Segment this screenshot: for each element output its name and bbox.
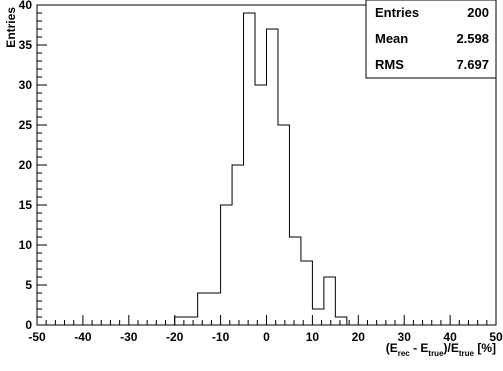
histogram-bin (232, 165, 243, 325)
stats-frame (365, 0, 497, 79)
x-tick-label: 30 (398, 330, 412, 344)
histogram-bin (301, 261, 312, 325)
y-tick-label: 5 (25, 278, 32, 292)
y-tick-label: 25 (19, 118, 33, 132)
histogram-bin (289, 237, 300, 325)
histogram-bin (335, 317, 346, 325)
histogram-bin (255, 85, 266, 325)
histogram-bin (312, 309, 323, 325)
histogram-bin (244, 13, 255, 325)
histogram-bin (198, 293, 209, 325)
x-tick-label: -20 (166, 330, 184, 344)
stats-label: RMS (375, 57, 404, 72)
histogram-bin (175, 317, 186, 325)
stats-value: 2.598 (456, 31, 489, 46)
histogram-bins (174, 12, 348, 325)
x-tick-label: 20 (352, 330, 366, 344)
histogram-outline (174, 12, 348, 325)
y-tick-label: 15 (19, 198, 33, 212)
stats-label: Mean (375, 31, 408, 46)
histogram-bin (324, 277, 335, 325)
x-tick-label: 0 (263, 330, 270, 344)
x-tick-label: -40 (74, 330, 92, 344)
histogram-bin (186, 317, 197, 325)
x-tick-label: 40 (443, 330, 457, 344)
y-tick-label: 30 (19, 78, 33, 92)
x-tick-label: -30 (120, 330, 138, 344)
stats-box: Entries 200 Mean 2.598 RMS 7.697 (365, 0, 497, 79)
histogram-bin (278, 125, 289, 325)
stats-value: 7.697 (456, 57, 489, 72)
x-tick-label: -10 (212, 330, 230, 344)
histogram-bin (221, 205, 232, 325)
y-tick-label: 10 (19, 238, 33, 252)
stats-label: Entries (375, 5, 419, 20)
stats-value: 200 (467, 5, 489, 20)
histogram-bin (209, 293, 220, 325)
y-tick-label: 40 (19, 0, 33, 12)
y-tick-label: 0 (25, 318, 32, 332)
histogram-bin (267, 29, 278, 325)
y-tick-label: 20 (19, 158, 33, 172)
x-tick-label: 50 (489, 330, 503, 344)
x-axis-label: (Erec - Etrue)/Etrue [%] (386, 341, 496, 358)
axes: -50 -40 -30 -20 -10 0 10 20 30 40 50 0 5 10 15 20 25 30 35… (19, 0, 503, 344)
x-tick-label: -50 (28, 330, 46, 344)
y-axis-label: Entries (4, 7, 18, 48)
x-tick-label: 10 (306, 330, 320, 344)
y-tick-label: 35 (19, 38, 33, 52)
